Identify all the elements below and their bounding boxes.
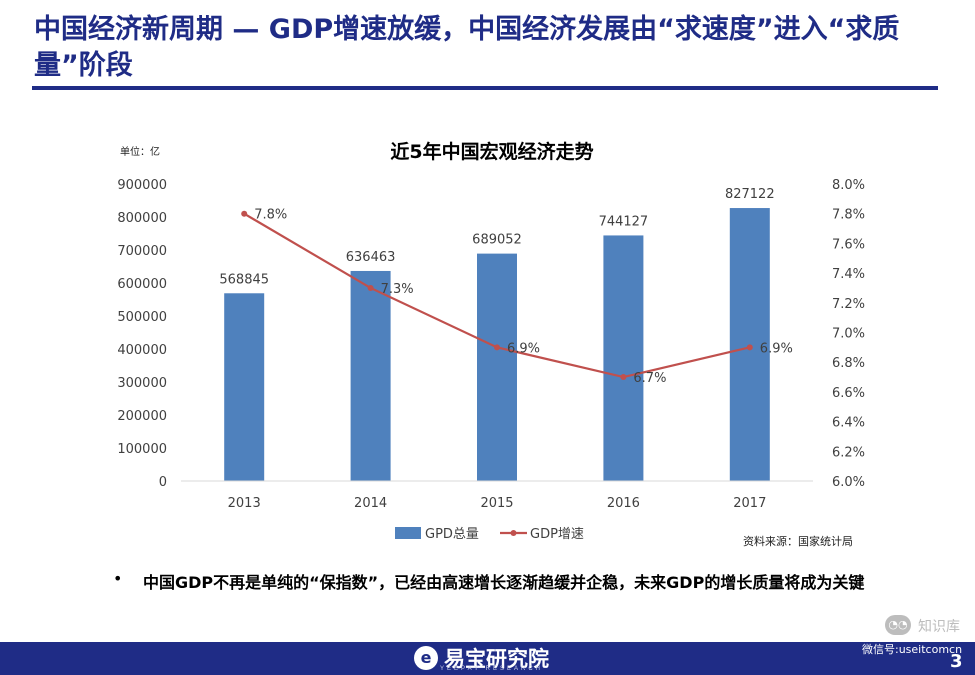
bar — [224, 293, 265, 481]
x-tick-label: 2015 — [480, 496, 513, 511]
y-right-tick-label: 7.2% — [832, 297, 865, 312]
line-point — [620, 374, 627, 381]
x-tick-label: 2014 — [354, 496, 387, 511]
chart-title: 近5年中国宏观经济走势 — [390, 140, 593, 163]
y-left-tick-label: 900000 — [117, 178, 167, 193]
unit-label: 单位：亿 — [120, 147, 160, 158]
y-left-tick-label: 500000 — [117, 310, 167, 325]
y-right-tick-label: 6.2% — [832, 445, 865, 460]
line-value-label: 6.7% — [633, 371, 666, 386]
bar — [603, 235, 644, 481]
wechat-icon: ◔◔ — [885, 615, 911, 635]
line-value-label: 6.9% — [760, 341, 793, 356]
y-left-tick-label: 300000 — [117, 376, 167, 391]
line-value-label: 6.9% — [507, 341, 540, 356]
gdp-chart: 近5年中国宏观经济走势 0 100000 200000 300000 400000 5000… — [117, 140, 865, 542]
bullet-icon: • — [113, 569, 123, 588]
slide-title: 中国经济新周期 — GDP增速放缓，中国经济发展由“求速度”进入“求质量”阶段 — [34, 14, 900, 81]
line-point — [367, 284, 374, 291]
y-right-tick-label: 7.6% — [832, 237, 865, 252]
y-right-tick-label: 7.0% — [832, 327, 865, 342]
y-left-tick-label: 100000 — [117, 442, 167, 457]
brand-english-name: YEEPAY RESEARCH — [440, 666, 544, 672]
brand-name: 易宝研究院 — [444, 647, 549, 671]
y-left-tick-label: 700000 — [117, 244, 167, 259]
bar-value-label: 744127 — [599, 214, 649, 229]
bullet-text: 中国GDP不再是单纯的“保指数”，已经由高速增长逐渐趋缓并企稳，未来GDP的增长… — [143, 573, 865, 592]
legend-bar-swatch — [395, 527, 421, 539]
brand: e 易宝研究院 — [414, 643, 549, 673]
y-right-tick-label: 6.8% — [832, 356, 865, 371]
legend-line-label: GDP增速 — [530, 527, 584, 542]
watermark-id: 微信号:useitcomcn — [862, 643, 963, 656]
y-right-tick-label: 7.8% — [832, 208, 865, 223]
page-number: 3 — [950, 651, 963, 672]
bar-value-label: 636463 — [346, 250, 396, 265]
y-left-tick-label: 0 — [159, 475, 167, 490]
bar — [477, 253, 517, 481]
line-point — [494, 344, 500, 351]
bar-value-label: 689052 — [472, 233, 522, 248]
footer-bar — [0, 642, 975, 675]
bar-value-label: 568845 — [219, 272, 269, 287]
y-left-tick-label: 200000 — [117, 409, 167, 424]
bar-value-label: 827122 — [725, 187, 775, 202]
bar — [350, 270, 391, 481]
y-left-tick-label: 600000 — [117, 277, 167, 292]
x-tick-label: 2013 — [228, 496, 261, 511]
x-tick-label: 2016 — [607, 496, 640, 511]
y-right-tick-label: 6.4% — [832, 416, 865, 431]
y-right-tick-label: 8.0% — [832, 178, 865, 193]
x-tick-label: 2017 — [733, 496, 766, 511]
title-divider — [32, 86, 938, 90]
y-right-tick-label: 6.6% — [832, 386, 865, 401]
brand-logo-icon: e — [414, 646, 438, 670]
line-value-label: 7.8% — [254, 208, 287, 223]
watermark-name: 知识库 — [918, 619, 960, 635]
line-point — [746, 344, 753, 351]
legend-line-marker — [510, 530, 517, 536]
legend-bar-label: GPD总量 — [425, 527, 479, 542]
y-left-tick-label: 800000 — [117, 211, 167, 226]
line-value-label: 7.3% — [381, 282, 414, 297]
y-right-tick-label: 6.0% — [832, 475, 865, 490]
y-right-tick-label: 7.4% — [832, 267, 865, 282]
y-left-tick-label: 400000 — [117, 343, 167, 358]
source-label: 资料来源：国家统计局 — [743, 535, 853, 548]
line-point — [241, 210, 248, 217]
